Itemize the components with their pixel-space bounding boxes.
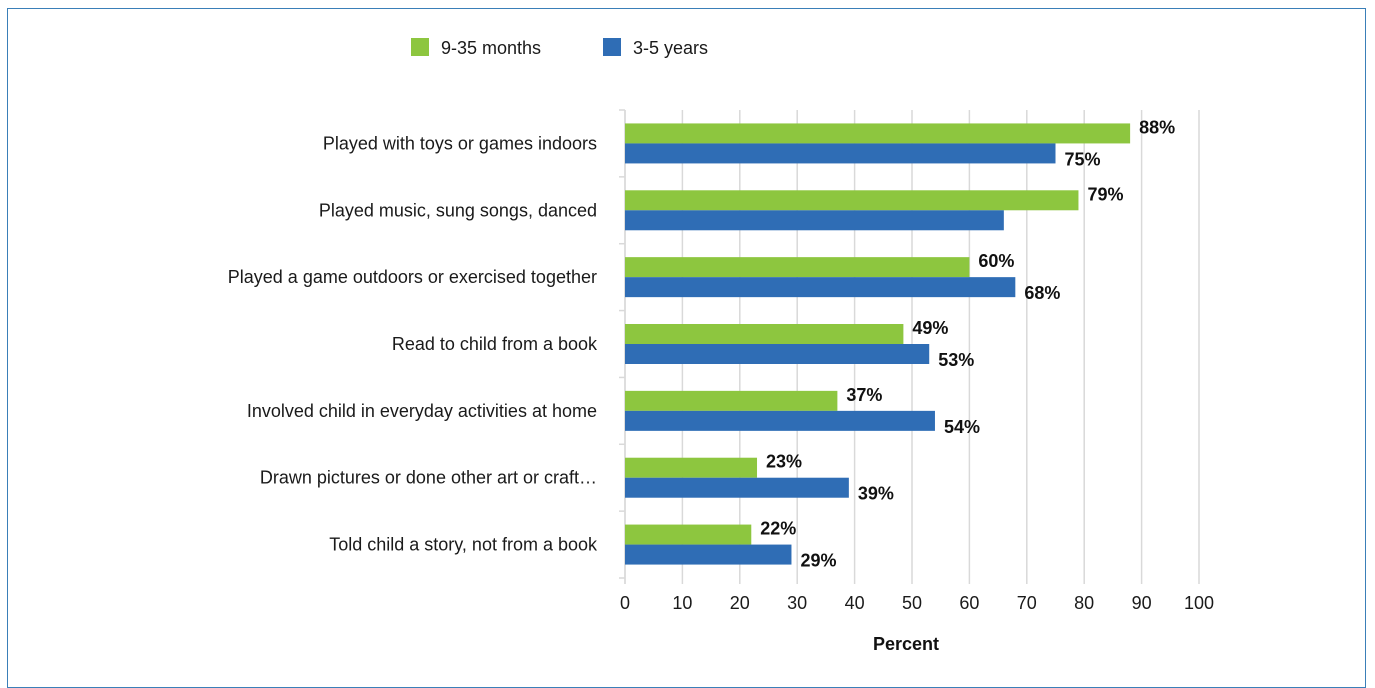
bar-9-35-months-told-child-a-story-not-from-a-book [625,524,752,545]
bar-3-5-years-told-child-a-story-not-from-a-book [625,544,792,565]
data-labels: 88% 75% 79% 60% 68% 49% 53% 37% 54% 23% 39% 22%29% [760,117,1175,570]
category-label-read-to-child-from-a-book: Read to child from a book [392,334,598,354]
data-label-3-5-years-told-child-a-story-not-from-a-book: 29% [800,551,836,571]
x-tick-label-70: 70 [1017,593,1037,613]
category-label-played-with-toys-or-games-indoors: Played with toys or games indoors [323,133,597,153]
category-label-played-music-sung-songs-danced: Played music, sung songs, danced [319,200,597,220]
bar-9-35-months-played-music-sung-songs-danced [625,190,1079,211]
legend-label-3-5-years: 3-5 years [633,38,708,58]
bar-9-35-months-involved-child-in-everyday-activities-at-home [625,390,838,411]
data-label-9-35-months-played-a-game-outdoors-or-exercised-together: 60% [978,251,1014,271]
x-tick-label-40: 40 [845,593,865,613]
bar-3-5-years-played-with-toys-or-games-indoors [625,143,1056,164]
bar-3-5-years-played-a-game-outdoors-or-exercised-together [625,277,1016,298]
data-label-9-35-months-involved-child-in-everyday-activities-at-home: 37% [846,385,882,405]
data-label-3-5-years-played-with-toys-or-games-indoors: 75% [1065,149,1101,169]
bar-9-35-months-read-to-child-from-a-book [625,324,904,344]
legend-swatch-9-35-months [411,38,429,56]
x-tick-label-20: 20 [730,593,750,613]
bar-3-5-years-read-to-child-from-a-book [625,344,930,364]
bar-9-35-months-drawn-pictures-or-done-other-art-or-craft [625,457,758,478]
bar-9-35-months-played-with-toys-or-games-indoors [625,123,1131,144]
data-label-9-35-months-drawn-pictures-or-done-other-art-or-craft: 23% [766,452,802,472]
x-axis-title: Percent [873,634,939,654]
bars [625,123,1131,565]
gridlines [619,109,1200,584]
x-tick-label-100: 100 [1184,593,1214,613]
legend-swatch-3-5-years [603,38,621,56]
bar-3-5-years-drawn-pictures-or-done-other-art-or-craft [625,477,849,498]
category-label-played-a-game-outdoors-or-exercised-together: Played a game outdoors or exercised toge… [228,267,597,287]
bar-3-5-years-involved-child-in-everyday-activities-at-home [625,410,935,431]
x-tick-label-10: 10 [672,593,692,613]
legend: 9-35 months 3-5 years [411,38,708,58]
data-label-9-35-months-told-child-a-story-not-from-a-book: 22% [760,519,796,539]
x-tick-label-60: 60 [959,593,979,613]
x-tick-label-50: 50 [902,593,922,613]
data-label-3-5-years-drawn-pictures-or-done-other-art-or-craft: 39% [858,484,894,504]
legend-label-9-35-months: 9-35 months [441,38,541,58]
category-label-told-child-a-story-not-from-a-book: Told child a story, not from a book [329,535,598,555]
data-label-9-35-months-read-to-child-from-a-book: 49% [912,318,948,338]
x-axis-ticks: 0 10 20 30 40 50 60 70 80 90 100 [620,593,1214,613]
data-label-9-35-months-played-music-sung-songs-danced: 79% [1087,184,1123,204]
x-tick-label-80: 80 [1074,593,1094,613]
data-label-3-5-years-read-to-child-from-a-book: 53% [938,350,974,370]
data-label-3-5-years-involved-child-in-everyday-activities-at-home: 54% [944,417,980,437]
bar-3-5-years-played-music-sung-songs-danced [625,210,1004,231]
category-labels: Played with toys or games indoors Played … [228,133,598,554]
data-label-3-5-years-played-a-game-outdoors-or-exercised-together: 68% [1024,283,1060,303]
data-label-9-35-months-played-with-toys-or-games-indoors: 88% [1139,117,1175,137]
x-tick-label-30: 30 [787,593,807,613]
x-tick-label-0: 0 [620,593,630,613]
bar-9-35-months-played-a-game-outdoors-or-exercised-together [625,257,970,278]
x-tick-label-90: 90 [1132,593,1152,613]
category-label-involved-child-in-everyday-activities-at-home: Involved child in everyday activities at… [247,401,597,421]
category-label-drawn-pictures-or-done-other-art-or-craft: Drawn pictures or done other art or craf… [260,468,597,488]
